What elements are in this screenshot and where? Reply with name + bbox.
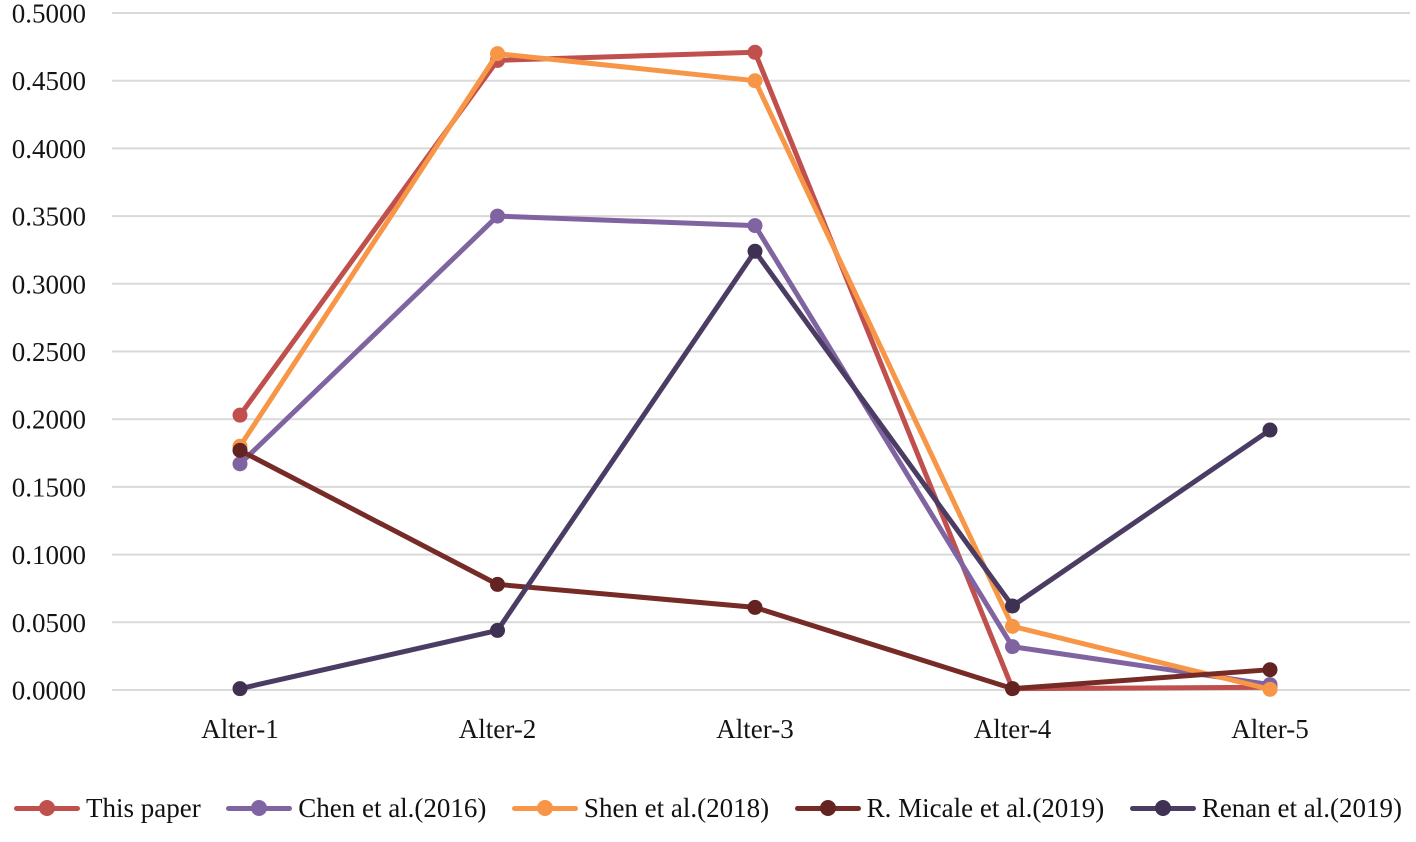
data-point-r-micale-et-al-2019 [1005,681,1020,697]
chart-legend: This paper Chen et al.(2016) Shen et al.… [0,786,1416,830]
legend-item-renan: Renan et al.(2019) [1129,792,1402,823]
legend-item-micale: R. Micale et al.(2019) [794,792,1105,823]
data-point-shen-et-al-2018 [490,46,505,62]
y-axis-tick-label: 0.4000 [12,134,86,164]
legend-label: Shen et al.(2018) [583,792,770,823]
x-axis-label: Alter-3 [716,714,793,744]
y-axis-tick-label: 0.1000 [12,540,86,570]
data-point-shen-et-al-2018 [1005,618,1020,634]
legend-label: R. Micale et al.(2019) [866,792,1105,823]
data-point-renan-et-al-2019 [747,243,763,259]
legend-marker-icon [226,799,293,817]
legend-marker-icon [511,799,578,817]
legend-item-shen: Shen et al.(2018) [511,792,770,823]
legend-label: Chen et al.(2016) [298,792,487,823]
legend-marker-icon [794,799,861,817]
line-chart: 0.0000 0.0500 0.1000 0.1500 0.2000 0.2500 0.30… [12,0,1410,744]
y-axis-tick-label: 0.3500 [12,202,86,232]
y-axis-tick-label: 0.0500 [12,608,86,638]
data-point-chen-et-al-2016 [490,208,505,224]
legend-item-chen: Chen et al.(2016) [226,792,487,823]
y-axis-tick-label: 0.3000 [12,269,86,299]
y-axis-tick-label: 0.1500 [12,472,86,502]
y-axis-tick-label: 0.4500 [12,66,86,96]
data-point-renan-et-al-2019 [1262,422,1278,438]
data-point-this-paper [232,407,248,423]
x-axis-label: Alter-4 [974,714,1052,744]
x-axis-label: Alter-5 [1231,714,1308,744]
y-axis-tick-label: 0.0000 [12,676,86,706]
legend-label: This paper [86,792,201,823]
data-point-this-paper [747,44,763,60]
y-axis-tick-label: 0.5000 [12,0,86,29]
y-axis-tick-label: 0.2500 [12,337,86,367]
data-point-r-micale-et-al-2019 [747,599,763,615]
data-point-r-micale-et-al-2019 [490,576,505,592]
legend-label: Renan et al.(2019) [1201,792,1402,823]
x-axis-label: Alter-2 [459,714,536,744]
data-point-r-micale-et-al-2019 [232,442,248,458]
data-point-renan-et-al-2019 [490,622,505,638]
data-point-chen-et-al-2016 [747,218,763,234]
data-point-r-micale-et-al-2019 [1262,662,1278,678]
y-axis-tick-label: 0.2000 [12,405,86,435]
data-point-shen-et-al-2018 [747,73,763,89]
legend-item-this-paper: This paper [14,792,201,823]
legend-marker-icon [14,799,80,817]
data-point-renan-et-al-2019 [1005,598,1020,614]
x-axis-label: Alter-1 [201,714,278,744]
data-point-shen-et-al-2018 [1262,681,1278,697]
data-point-chen-et-al-2016 [1005,639,1020,655]
legend-marker-icon [1129,799,1196,817]
data-point-renan-et-al-2019 [232,681,248,697]
data-point-chen-et-al-2016 [232,456,248,472]
